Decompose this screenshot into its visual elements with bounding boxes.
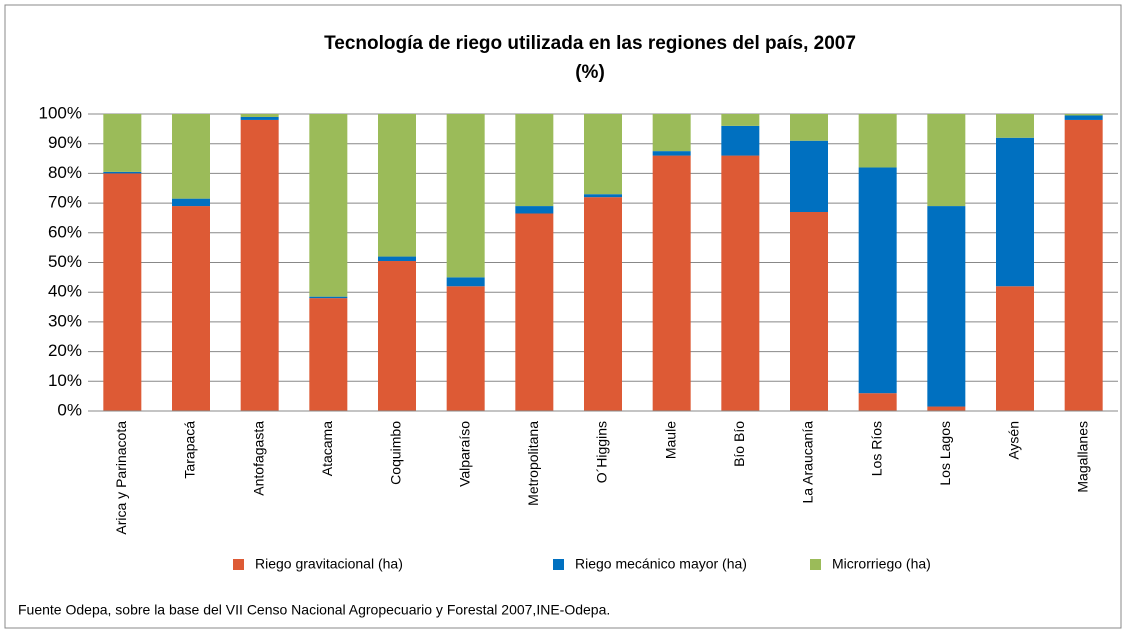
bar-segment [721, 155, 760, 411]
x-tick-label: Los Ríos [868, 421, 884, 476]
x-tick-label: Antofagasta [250, 421, 266, 496]
x-tick-label: Maule [662, 421, 678, 459]
bar-segment [103, 173, 142, 411]
bar-segment [446, 277, 485, 287]
x-tick-label: Magallanes [1074, 421, 1090, 493]
bar-segment [1064, 114, 1103, 116]
bar-segment [858, 393, 897, 411]
y-tick-label: 20% [48, 341, 82, 360]
legend-swatch [810, 559, 821, 570]
bar-segment [378, 114, 416, 257]
x-tick-label: Valparaíso [456, 421, 472, 487]
bar-segment [378, 261, 416, 411]
y-tick-label: 50% [48, 252, 82, 271]
bar-segment [1064, 119, 1103, 411]
x-tick-label: Aysén [1006, 421, 1022, 460]
y-tick-label: 90% [48, 133, 82, 152]
bar-segment [790, 114, 828, 141]
bar-segment [1064, 115, 1103, 120]
bar-segment [240, 119, 279, 411]
chart-title: Tecnología de riego utilizada en las reg… [324, 33, 856, 54]
x-tick-label: Bío Bío [731, 421, 747, 467]
y-tick-label: 10% [48, 371, 82, 390]
bar-segment [652, 114, 691, 152]
y-tick-label: 100% [39, 103, 82, 122]
chart-subtitle: (%) [575, 62, 605, 83]
legend-label: Riego mecánico mayor (ha) [575, 556, 747, 572]
bar-segment [996, 114, 1034, 138]
bar-segment [446, 114, 485, 278]
bar-segment [240, 114, 279, 117]
bar-segment [240, 116, 279, 120]
bar-segment [858, 114, 897, 168]
bar-segment [515, 114, 554, 207]
y-tick-label: 70% [48, 193, 82, 212]
y-tick-label: 30% [48, 311, 82, 330]
bar-segment [996, 286, 1034, 411]
bar-segment [584, 197, 622, 411]
bar-segment [790, 212, 828, 411]
bar-segment [172, 114, 210, 199]
bar-segment [927, 114, 966, 207]
y-tick-label: 40% [48, 282, 82, 301]
y-tick-label: 60% [48, 222, 82, 241]
legend-swatch [233, 559, 244, 570]
legend-swatch [553, 559, 564, 570]
bar-segment [172, 206, 210, 411]
bar-segment [652, 155, 691, 411]
legend-label: Riego gravitacional (ha) [255, 556, 403, 572]
bar-segment [446, 286, 485, 411]
bar-segment [103, 171, 142, 174]
x-tick-label: Tarapacá [182, 421, 198, 479]
bar-segment [790, 140, 828, 213]
bar-segment [515, 206, 554, 214]
bar-segment [515, 213, 554, 411]
x-tick-label: O´Higgins [594, 421, 610, 483]
bar-segment [309, 114, 348, 297]
x-tick-label: Coquimbo [388, 421, 404, 485]
bar-segment [858, 167, 897, 394]
bar-segment [996, 137, 1034, 287]
x-tick-label: Los Lagos [937, 421, 953, 486]
bar-segment [721, 125, 760, 156]
bar-segment [652, 151, 691, 156]
bar-segment [721, 114, 760, 126]
bar-segment [378, 256, 416, 262]
x-tick-label: Metropolitana [525, 421, 541, 506]
x-tick-label: Arica y Parinacota [113, 421, 129, 535]
bar-segment [103, 114, 142, 172]
y-tick-label: 0% [57, 400, 82, 419]
bar-segment [927, 406, 966, 411]
source-note: Fuente Odepa, sobre la base del VII Cens… [18, 602, 610, 618]
legend-label: Microrriego (ha) [832, 556, 931, 572]
bar-segment [172, 198, 210, 207]
x-tick-label: La Araucanía [800, 421, 816, 504]
bar-segment [584, 114, 622, 195]
bar-segment [309, 296, 348, 299]
bar-segment [584, 194, 622, 198]
y-tick-label: 80% [48, 163, 82, 182]
x-tick-label: Atacama [319, 421, 335, 476]
bar-segment [309, 298, 348, 411]
bar-segment [927, 206, 966, 407]
